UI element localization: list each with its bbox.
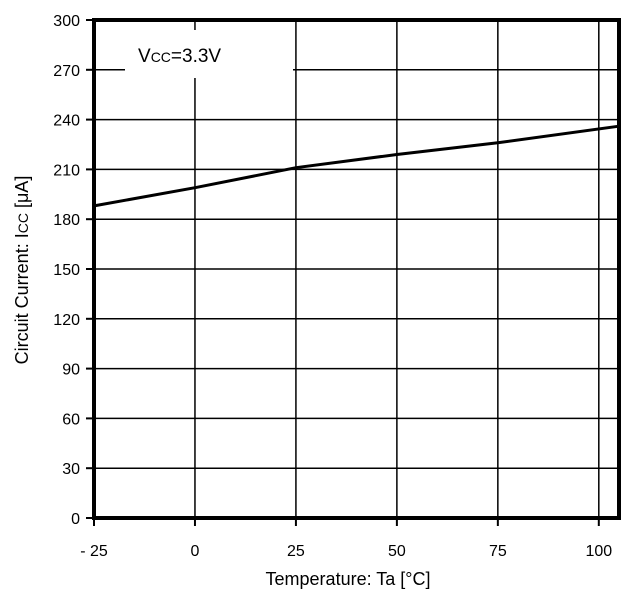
x-tick-label: 75: [489, 543, 507, 560]
x-tick-label: 100: [585, 543, 612, 560]
y-tick-label: 60: [62, 411, 80, 428]
y-tick-label: 270: [53, 63, 80, 80]
x-tick-label: 50: [388, 543, 406, 560]
x-axis-label: Temperature: Ta [°C]: [266, 569, 431, 589]
y-tick-label: 240: [53, 113, 80, 130]
plot-frame: [92, 18, 621, 520]
y-tick-label: 90: [62, 362, 80, 379]
x-tick-label: 0: [191, 543, 200, 560]
y-axis-label: Circuit Current: ICC [μA]: [12, 176, 32, 365]
y-tick-label: 210: [53, 162, 80, 179]
x-tick-labels: - 25 0 25 50 75 100: [80, 543, 612, 560]
y-tick-labels: 0 30 60 90 120 150 180 210 240 270 300: [53, 13, 80, 528]
series-line: [93, 124, 620, 208]
y-tick-label: 0: [71, 511, 80, 528]
y-tick-label: 300: [53, 13, 80, 30]
y-tick-label: 180: [53, 212, 80, 229]
grid-lines: [86, 19, 619, 526]
x-tick-label: 25: [287, 543, 305, 560]
y-tick-label: 150: [53, 262, 80, 279]
x-tick-label: - 25: [80, 543, 108, 560]
vcc-annotation: VCC=3.3V: [138, 46, 221, 67]
annotation-box: [125, 30, 293, 78]
y-tick-label: 30: [62, 461, 80, 478]
y-tick-label: 120: [53, 312, 80, 329]
